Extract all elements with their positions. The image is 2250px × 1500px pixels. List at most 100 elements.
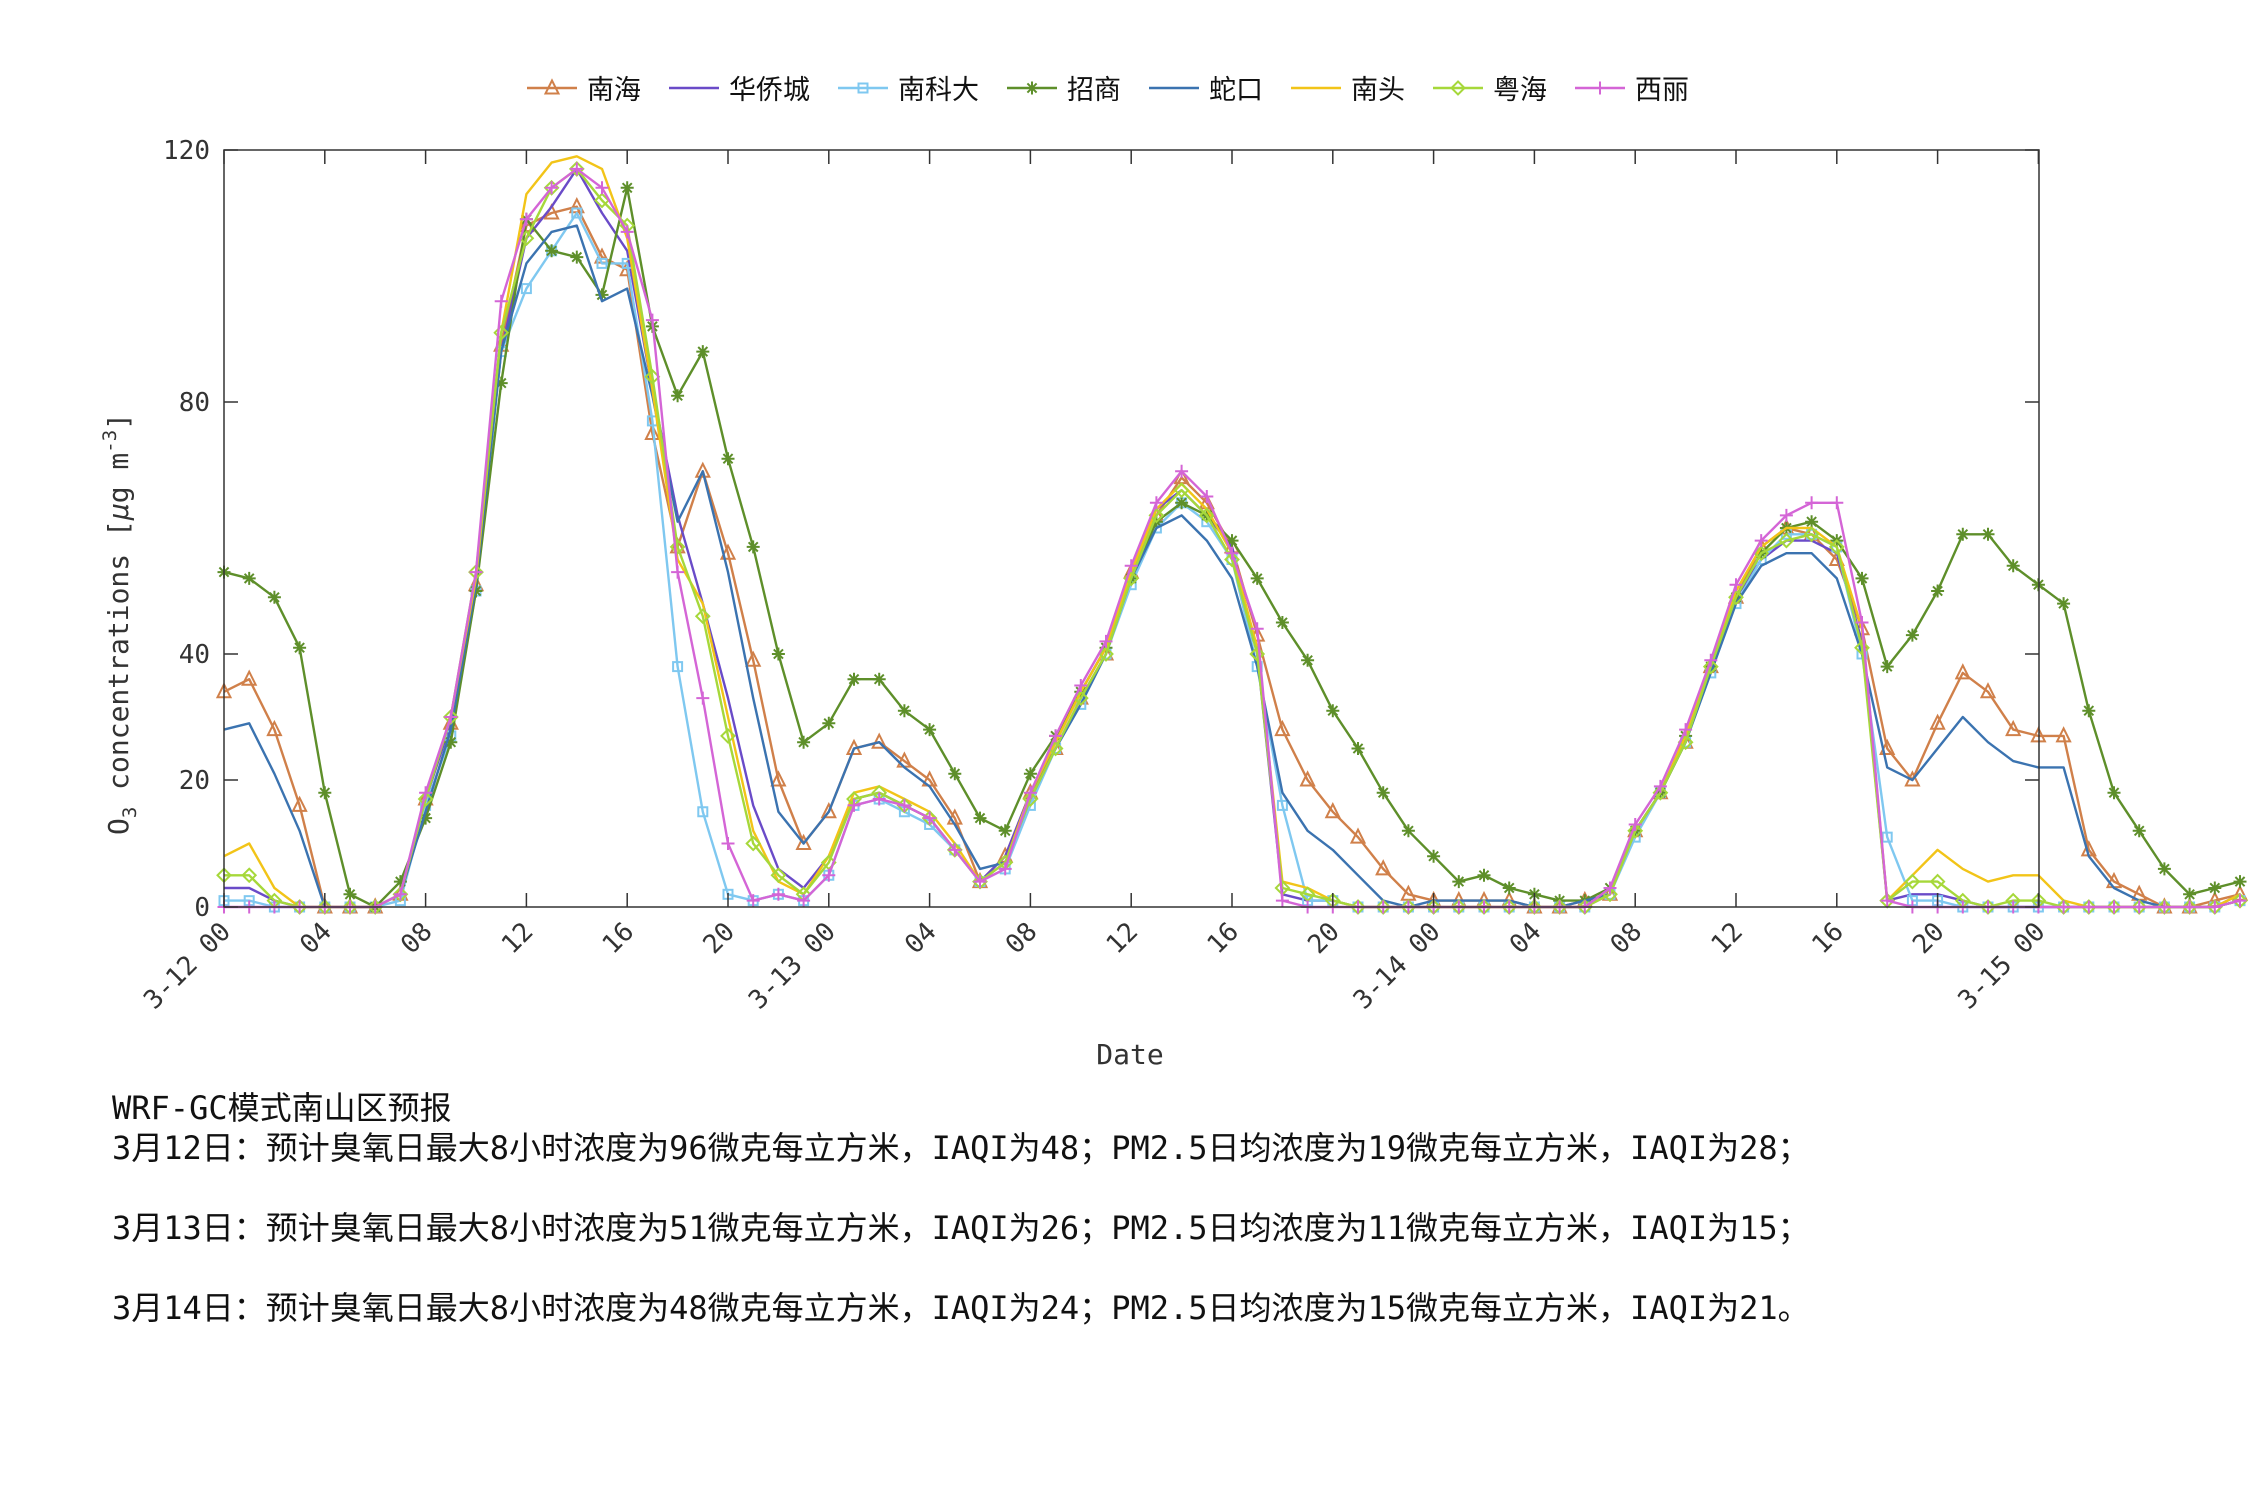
data-point-marker [948, 767, 962, 781]
data-point-marker [1880, 894, 1894, 908]
data-point-marker [2132, 900, 2146, 914]
data-point-marker [998, 862, 1012, 876]
data-point-marker [2157, 900, 2171, 914]
data-point-marker [847, 798, 861, 812]
data-point-marker [596, 257, 608, 269]
data-point-marker [1175, 496, 1189, 510]
note-line-3: 3月14日：预计臭氧日最大8小时浓度为48微克每立方米，IAQI为24；PM2.… [112, 1289, 1810, 1327]
data-point-marker [1349, 827, 1367, 844]
data-point-marker [1652, 784, 1669, 801]
data-point-marker [545, 181, 559, 195]
legend-swatch [1575, 81, 1625, 94]
data-point-marker [770, 770, 787, 787]
data-point-marker [998, 824, 1012, 838]
data-point-marker [1351, 742, 1365, 755]
legend-item: 南海 [525, 68, 641, 107]
plot-frame [223, 149, 2040, 908]
data-point-marker [645, 313, 659, 327]
legend-item: 粤海 [1431, 68, 1547, 107]
data-point-marker [543, 77, 561, 94]
x-tick-label: 12 [496, 917, 539, 960]
data-point-marker [2005, 719, 2022, 737]
note-line-1: 3月12日：预计臭氧日最大8小时浓度为96微克每立方米，IAQI为48；PM2.… [112, 1129, 1810, 1167]
data-point-marker [1450, 79, 1466, 96]
data-point-marker [570, 162, 584, 176]
data-point-marker [1049, 729, 1063, 743]
data-point-marker [2082, 900, 2096, 914]
data-point-marker [1855, 616, 1869, 629]
legend-item: 蛇口 [1147, 68, 1263, 107]
data-point-marker [1022, 791, 1039, 807]
legend-label: 南科大 [898, 75, 979, 106]
data-point-marker [1729, 578, 1743, 592]
data-point-marker [571, 207, 583, 219]
data-point-marker [444, 710, 458, 724]
legend-swatch [838, 82, 888, 93]
data-point-marker [1401, 824, 1415, 838]
data-point-marker [897, 704, 911, 718]
data-point-marker [669, 538, 686, 555]
data-point-marker [494, 376, 508, 390]
data-point-marker [696, 345, 710, 359]
data-point-marker [745, 835, 762, 852]
x-axis-label: Date [1096, 1038, 1163, 1071]
data-point-marker [293, 641, 307, 655]
y-tick-label: 80 [179, 388, 210, 418]
data-point-marker [1830, 496, 1844, 510]
data-point-marker [871, 732, 888, 749]
data-point-marker [745, 650, 762, 667]
forecast-notes: WRF-GC模式南山区预报 3月12日：预计臭氧日最大8小时浓度为96微克每立方… [112, 1088, 1810, 1328]
data-point-marker [1803, 526, 1820, 543]
note-line-2: 3月13日：预计臭氧日最大8小时浓度为51微克每立方米，IAQI为26；PM2.… [112, 1209, 1810, 1247]
x-tick-label: 20 [1907, 917, 1950, 960]
data-point-marker [1502, 881, 1516, 895]
legend-swatch [1149, 86, 1199, 89]
data-point-marker [1099, 634, 1113, 648]
data-point-marker [1979, 682, 1997, 699]
data-point-marker [1276, 799, 1288, 811]
data-point-marker [1098, 646, 1114, 662]
legend-swatch [669, 86, 719, 89]
data-point-marker [857, 82, 869, 93]
data-point-marker [1225, 546, 1239, 560]
data-point-marker [1275, 894, 1289, 908]
legend-label: 南海 [587, 75, 641, 106]
data-point-marker [1779, 508, 1793, 522]
data-point-marker [822, 868, 836, 882]
legend-item: 华侨城 [667, 68, 810, 107]
data-point-marker [1981, 527, 1995, 541]
x-tick-label: 16 [1202, 917, 1245, 960]
data-point-marker [746, 894, 760, 908]
data-point-marker [2132, 824, 2146, 838]
data-point-marker [241, 669, 258, 686]
data-point-marker [2183, 887, 2197, 901]
x-tick-label: 04 [1504, 917, 1547, 960]
data-point-marker [570, 250, 584, 264]
data-point-marker [545, 244, 559, 258]
data-point-marker [872, 672, 886, 686]
legend-item: 南科大 [836, 68, 979, 107]
data-point-marker [795, 833, 812, 850]
data-point-marker [948, 843, 962, 857]
data-point-marker [770, 867, 787, 884]
data-point-marker [2107, 900, 2121, 914]
data-point-marker [1929, 873, 1946, 890]
legend-item: 招商 [1005, 68, 1121, 107]
data-point-marker [2082, 704, 2096, 718]
data-point-marker [1956, 527, 1970, 541]
data-point-marker [1593, 81, 1607, 94]
data-point-marker [1023, 767, 1037, 781]
data-point-marker [1880, 660, 1894, 674]
series-line [223, 224, 2241, 909]
data-point-marker [1627, 822, 1644, 839]
data-point-marker [1954, 663, 1971, 680]
data-point-marker [2107, 786, 2121, 800]
data-point-marker [419, 811, 433, 825]
data-point-marker [1200, 490, 1214, 503]
data-point-marker [797, 735, 811, 749]
x-tick-label: 20 [698, 917, 741, 960]
data-point-marker [973, 811, 987, 825]
data-point-marker [1299, 770, 1316, 787]
data-point-marker [671, 565, 685, 579]
